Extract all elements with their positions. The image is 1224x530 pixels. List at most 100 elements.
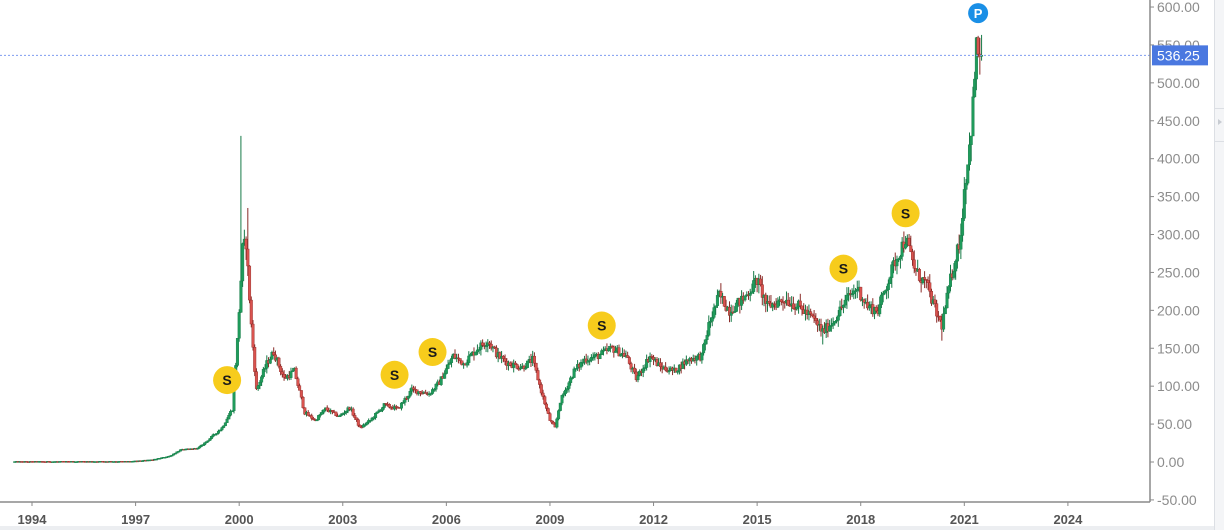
candle [598, 353, 602, 360]
candle [776, 297, 780, 309]
candle [760, 276, 764, 306]
candle [277, 356, 281, 369]
candle [636, 371, 640, 383]
svg-text:S: S [901, 205, 910, 221]
candle [222, 425, 226, 429]
marker-s-icon[interactable]: S [418, 338, 447, 367]
candle [791, 296, 795, 310]
candle [969, 135, 973, 162]
candle [752, 271, 756, 295]
candle [220, 426, 224, 432]
y-tick-label: 300.00 [1157, 227, 1200, 243]
candle [315, 419, 319, 422]
candle [909, 235, 913, 253]
candle [524, 363, 528, 371]
marker-s-icon[interactable]: S [587, 311, 616, 340]
candle [688, 356, 692, 367]
candle [558, 402, 562, 412]
candle [923, 271, 927, 289]
candle [600, 348, 604, 356]
candlestick-series [13, 34, 984, 463]
candle [961, 208, 965, 242]
candle [208, 438, 212, 441]
candle [743, 295, 747, 302]
candle [351, 407, 355, 417]
candle [334, 411, 338, 417]
candle [966, 164, 970, 186]
event-markers[interactable]: S S S S S S P [213, 3, 989, 395]
candle [645, 354, 649, 371]
candle [249, 296, 253, 328]
x-tick-label: 2003 [328, 512, 357, 527]
candle [154, 458, 158, 461]
y-tick-label: 400.00 [1157, 151, 1200, 167]
candle [935, 299, 939, 323]
candle [878, 296, 882, 317]
marker-s-icon[interactable]: S [891, 199, 920, 228]
candle [526, 360, 530, 368]
candle [538, 378, 542, 389]
svg-text:S: S [839, 261, 848, 277]
candle [695, 355, 699, 366]
candle [235, 338, 239, 368]
y-tick-label: 450.00 [1157, 113, 1200, 129]
candle [344, 410, 348, 415]
candle [261, 366, 265, 379]
panel-collapse-handle[interactable] [1215, 108, 1224, 142]
candle [845, 287, 849, 309]
svg-text:S: S [222, 372, 231, 388]
x-axis[interactable]: 1994 1997 2000 2003 2006 2009 2012 2015 2018 2021… [0, 501, 1150, 527]
candle [227, 412, 231, 420]
x-tick-label: 2009 [535, 512, 564, 527]
candle [301, 396, 305, 409]
candle [237, 309, 241, 342]
y-axis[interactable]: 600.00550.00500.00450.00400.00350.00300.… [1149, 0, 1200, 508]
candle [241, 242, 245, 287]
candle [928, 274, 932, 298]
candle [172, 453, 176, 456]
candle [707, 315, 711, 337]
candle [715, 289, 719, 308]
candle [705, 330, 709, 345]
candle [486, 339, 490, 353]
candle [841, 304, 845, 314]
marker-s-icon[interactable]: S [829, 254, 858, 283]
bottom-scroll-strip[interactable] [0, 526, 1214, 530]
candle [374, 412, 378, 420]
candle [617, 344, 621, 357]
candle [667, 366, 671, 375]
candle [898, 254, 902, 269]
candle [168, 455, 172, 458]
candle [572, 366, 576, 378]
x-tick-label: 2012 [639, 512, 668, 527]
candle [812, 310, 816, 323]
candle [206, 440, 210, 443]
marker-p-icon[interactable]: P [968, 3, 989, 24]
candle [855, 280, 859, 299]
candle [289, 367, 293, 380]
candle [836, 310, 840, 327]
candle [298, 383, 302, 391]
candle [450, 355, 454, 368]
candle [945, 286, 949, 309]
candle [748, 288, 752, 302]
candle [294, 366, 298, 380]
x-tick-label: 2006 [432, 512, 461, 527]
candle [254, 368, 258, 391]
candle [268, 356, 272, 365]
candle [722, 295, 726, 307]
marker-s-icon[interactable]: S [213, 366, 242, 395]
candle [539, 382, 543, 396]
candle [467, 351, 471, 366]
candle [387, 403, 391, 409]
candle [719, 283, 723, 304]
y-tick-label: 50.00 [1157, 416, 1192, 432]
candle [781, 296, 785, 311]
candle [353, 412, 357, 421]
candle [431, 387, 435, 395]
marker-s-icon[interactable]: S [380, 360, 409, 389]
candle [256, 385, 260, 391]
right-scroll-panel[interactable] [1214, 0, 1224, 530]
